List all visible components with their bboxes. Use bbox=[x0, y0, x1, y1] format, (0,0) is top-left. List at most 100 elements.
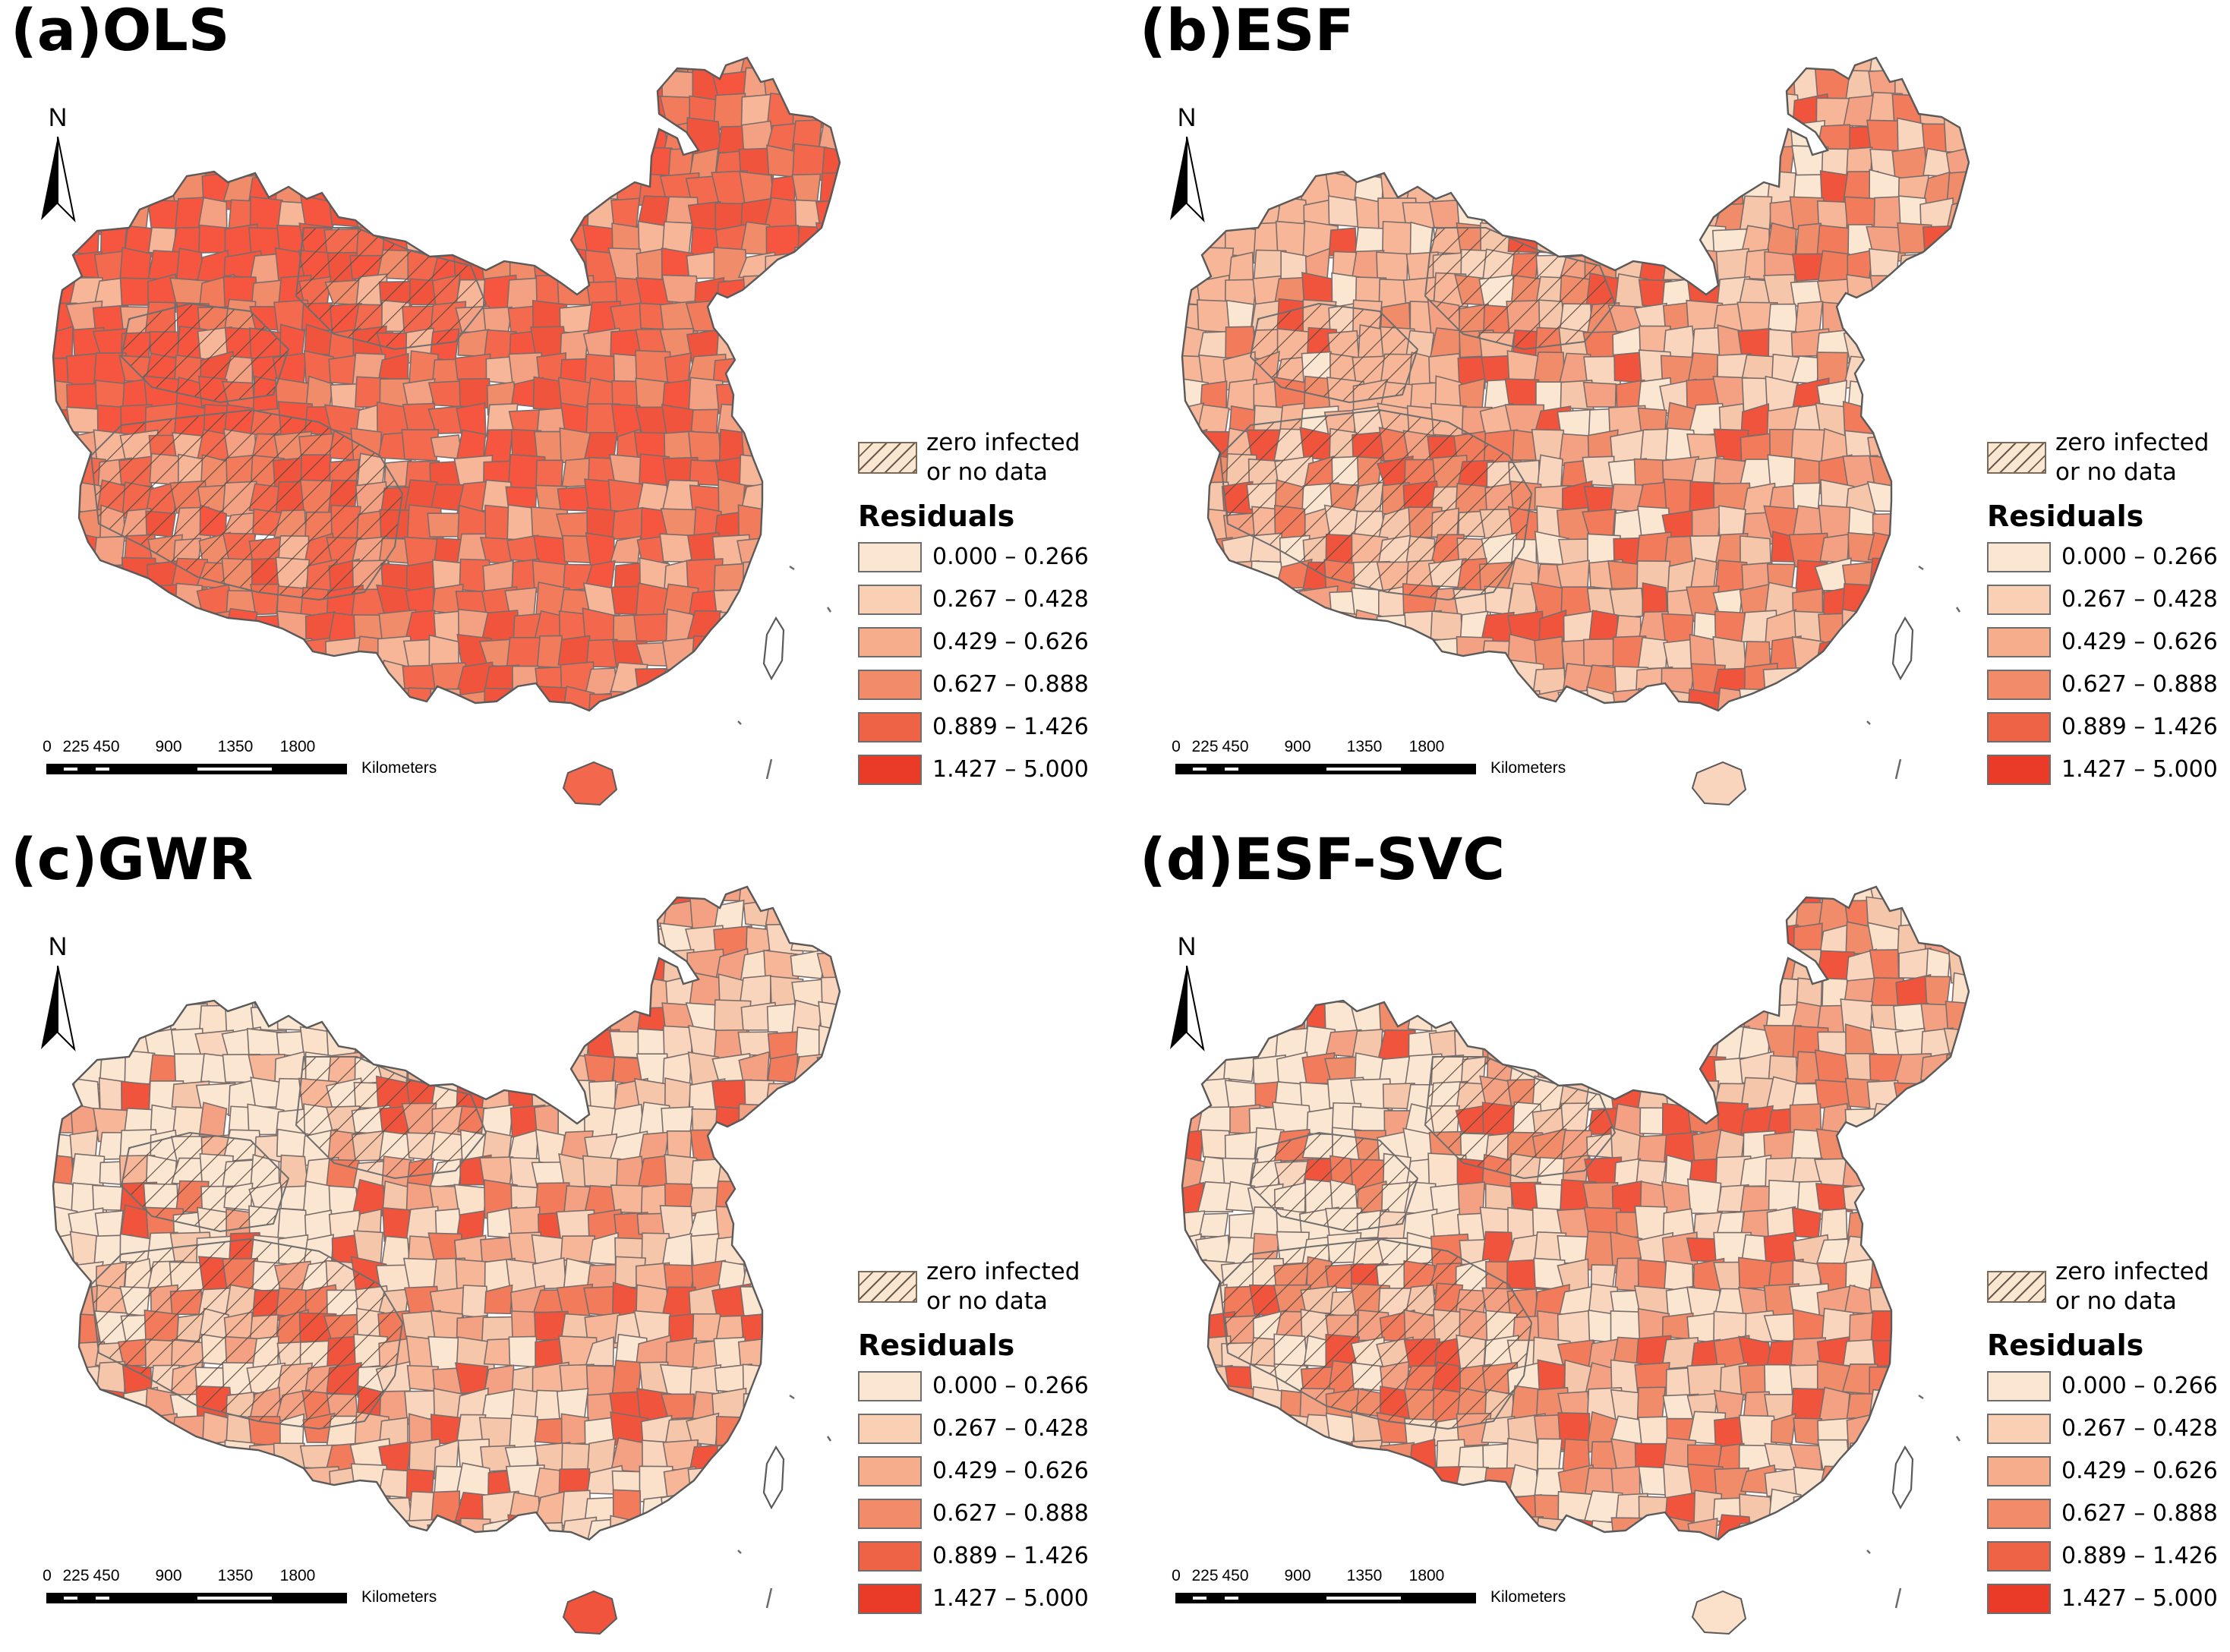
region-cell bbox=[1951, 972, 1969, 1012]
region-cell bbox=[846, 381, 878, 410]
region-cell bbox=[767, 1053, 799, 1083]
region-cell bbox=[404, 887, 440, 910]
region-cell bbox=[382, 921, 417, 961]
region-cell bbox=[99, 1465, 131, 1501]
region-cell bbox=[846, 1184, 875, 1216]
region-cell bbox=[1738, 99, 1780, 130]
legend-class-row: 0.429 – 0.626 bbox=[858, 1456, 1109, 1490]
region-cell bbox=[1972, 899, 2007, 936]
region-cell bbox=[91, 1439, 131, 1474]
region-cell bbox=[300, 58, 334, 79]
region-cell bbox=[1633, 887, 1672, 912]
region-cell bbox=[742, 301, 770, 333]
region-cell bbox=[686, 1517, 724, 1540]
region-cell bbox=[1635, 1003, 1674, 1036]
region-cell bbox=[1970, 1130, 2008, 1168]
region-cell bbox=[609, 72, 648, 102]
region-cell bbox=[121, 927, 157, 963]
region-cell bbox=[820, 1181, 840, 1220]
region-cell bbox=[170, 952, 204, 987]
region-cell bbox=[252, 67, 288, 103]
region-cell bbox=[1197, 1438, 1229, 1472]
region-cell bbox=[1182, 1464, 1203, 1502]
region-cell bbox=[479, 946, 513, 985]
region-cell bbox=[222, 66, 257, 106]
region-cell bbox=[1182, 481, 1209, 515]
region-cell bbox=[535, 223, 563, 260]
region-cell bbox=[1251, 637, 1283, 673]
region-cell bbox=[1247, 611, 1280, 648]
region-cell bbox=[765, 1411, 796, 1446]
region-cell bbox=[1642, 582, 1668, 616]
region-cell bbox=[1663, 247, 1701, 281]
region-cell bbox=[1922, 689, 1951, 711]
region-cell bbox=[506, 713, 543, 749]
region-cell bbox=[1226, 947, 1262, 985]
region-cell bbox=[1248, 70, 1286, 102]
region-cell bbox=[1535, 948, 1572, 981]
region-cell bbox=[1943, 247, 1969, 286]
region-cell bbox=[1686, 1178, 1722, 1215]
region-cell bbox=[793, 1367, 825, 1399]
region-cell bbox=[427, 998, 468, 1036]
region-cell bbox=[355, 948, 386, 985]
legend-no-data-label: zero infected or no data bbox=[2055, 429, 2209, 486]
region-cell bbox=[1866, 383, 1906, 411]
region-cell bbox=[1559, 887, 1594, 903]
region-cell bbox=[767, 462, 796, 492]
region-cell bbox=[1273, 613, 1308, 648]
region-cell bbox=[533, 898, 566, 935]
region-cell bbox=[118, 171, 159, 208]
region-cell bbox=[1976, 199, 2008, 237]
region-cell bbox=[792, 1464, 822, 1498]
region-cell bbox=[1507, 146, 1541, 180]
region-cell bbox=[1894, 326, 1926, 358]
region-cell bbox=[1324, 922, 1367, 960]
region-cell bbox=[738, 375, 778, 417]
region-cell bbox=[1585, 976, 1615, 1014]
region-cell bbox=[1228, 96, 1261, 127]
region-cell bbox=[454, 353, 491, 383]
region-cell bbox=[717, 1260, 747, 1290]
legend-class-label: 0.267 – 0.428 bbox=[2061, 1415, 2218, 1442]
region-cell bbox=[1950, 506, 1969, 538]
region-cell bbox=[1279, 973, 1311, 1014]
region-cell bbox=[1250, 1520, 1282, 1540]
region-cell bbox=[719, 665, 745, 697]
region-cell bbox=[508, 145, 547, 184]
region-cell bbox=[122, 610, 158, 643]
region-cell bbox=[351, 145, 390, 178]
region-cell bbox=[818, 1413, 840, 1446]
region-cell bbox=[511, 58, 546, 84]
region-cell bbox=[1894, 1340, 1929, 1373]
region-cell bbox=[1428, 93, 1462, 130]
region-cell bbox=[1640, 922, 1673, 956]
region-cell bbox=[459, 1518, 491, 1540]
region-cell bbox=[1584, 922, 1614, 958]
region-cell bbox=[1584, 143, 1620, 179]
region-cell bbox=[353, 119, 393, 151]
region-cell bbox=[1506, 58, 1544, 75]
region-cell bbox=[1741, 714, 1777, 746]
legend-no-data-label: zero infected or no data bbox=[926, 429, 1080, 486]
region-cell bbox=[1689, 247, 1721, 282]
region-cell bbox=[1973, 68, 2005, 101]
region-cell bbox=[661, 637, 695, 671]
region-cell bbox=[325, 71, 363, 107]
region-cell bbox=[714, 1515, 750, 1540]
region-cell bbox=[301, 117, 339, 154]
region-cell bbox=[198, 1102, 228, 1139]
region-cell bbox=[332, 1522, 365, 1540]
region-cell bbox=[1459, 900, 1497, 935]
region-cell bbox=[1894, 1102, 1932, 1138]
region-cell bbox=[765, 1389, 799, 1424]
region-cell bbox=[96, 976, 131, 1011]
region-cell bbox=[1817, 1518, 1855, 1540]
region-cell bbox=[68, 616, 102, 645]
north-arrow-icon bbox=[41, 966, 76, 1052]
region-cell bbox=[377, 887, 415, 907]
region-cell bbox=[691, 1547, 724, 1581]
region-cell bbox=[1796, 687, 1823, 711]
region-cell bbox=[1869, 685, 1906, 711]
region-cell bbox=[1182, 402, 1205, 435]
